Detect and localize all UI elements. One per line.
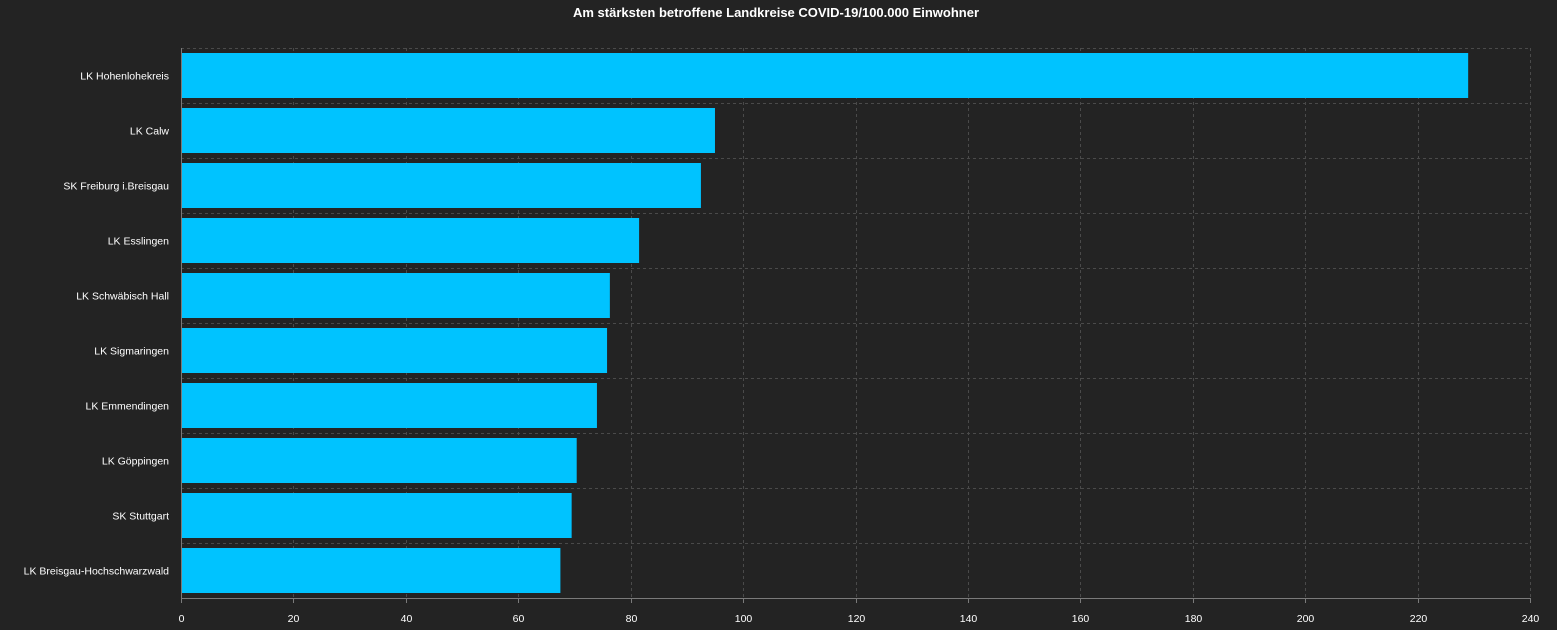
category-label: LK Calw <box>130 126 170 138</box>
category-label: LK Göppingen <box>102 456 169 468</box>
x-tick-label: 180 <box>1185 613 1203 625</box>
bar-6[interactable] <box>181 383 597 428</box>
x-tick-label: 240 <box>1522 613 1540 625</box>
x-tick-label: 40 <box>401 613 413 625</box>
x-tick-label: 140 <box>960 613 978 625</box>
bar-5[interactable] <box>181 328 608 373</box>
bar-0[interactable] <box>181 53 1469 98</box>
x-axis: 0 20 40 60 80 100 120 140 160 180 200 220 240 <box>179 48 1540 625</box>
bar-3[interactable] <box>181 218 640 263</box>
category-label: SK Freiburg i.Breisgau <box>63 181 169 193</box>
bar-4[interactable] <box>181 273 610 318</box>
category-label: LK Schwäbisch Hall <box>76 291 169 303</box>
x-tick-label: 60 <box>513 613 525 625</box>
category-labels: LK Hohenlohekreis LK Calw SK Freiburg i.Br… <box>24 71 170 578</box>
x-tick-label: 160 <box>1072 613 1090 625</box>
category-label: LK Sigmaringen <box>94 346 169 358</box>
x-tick-label: 100 <box>735 613 753 625</box>
x-tick-label: 120 <box>848 613 866 625</box>
category-label: SK Stuttgart <box>112 511 169 523</box>
x-tick-label: 220 <box>1410 613 1428 625</box>
x-tick-label: 200 <box>1297 613 1315 625</box>
bars <box>181 53 1469 593</box>
category-label: LK Breisgau-Hochschwarzwald <box>24 566 169 578</box>
x-tick-label: 20 <box>288 613 300 625</box>
category-label: LK Esslingen <box>108 236 169 248</box>
category-label: LK Hohenlohekreis <box>80 71 169 83</box>
bar-1[interactable] <box>181 108 715 153</box>
x-tick-label: 0 <box>179 613 185 625</box>
bar-8[interactable] <box>181 493 572 538</box>
chart-title: Am stärksten betroffene Landkreise COVID… <box>573 5 979 20</box>
bar-2[interactable] <box>181 163 701 208</box>
bar-9[interactable] <box>181 548 561 593</box>
grid <box>181 48 1531 598</box>
x-tick-label: 80 <box>626 613 638 625</box>
category-label: LK Emmendingen <box>86 401 170 413</box>
bar-7[interactable] <box>181 438 577 483</box>
